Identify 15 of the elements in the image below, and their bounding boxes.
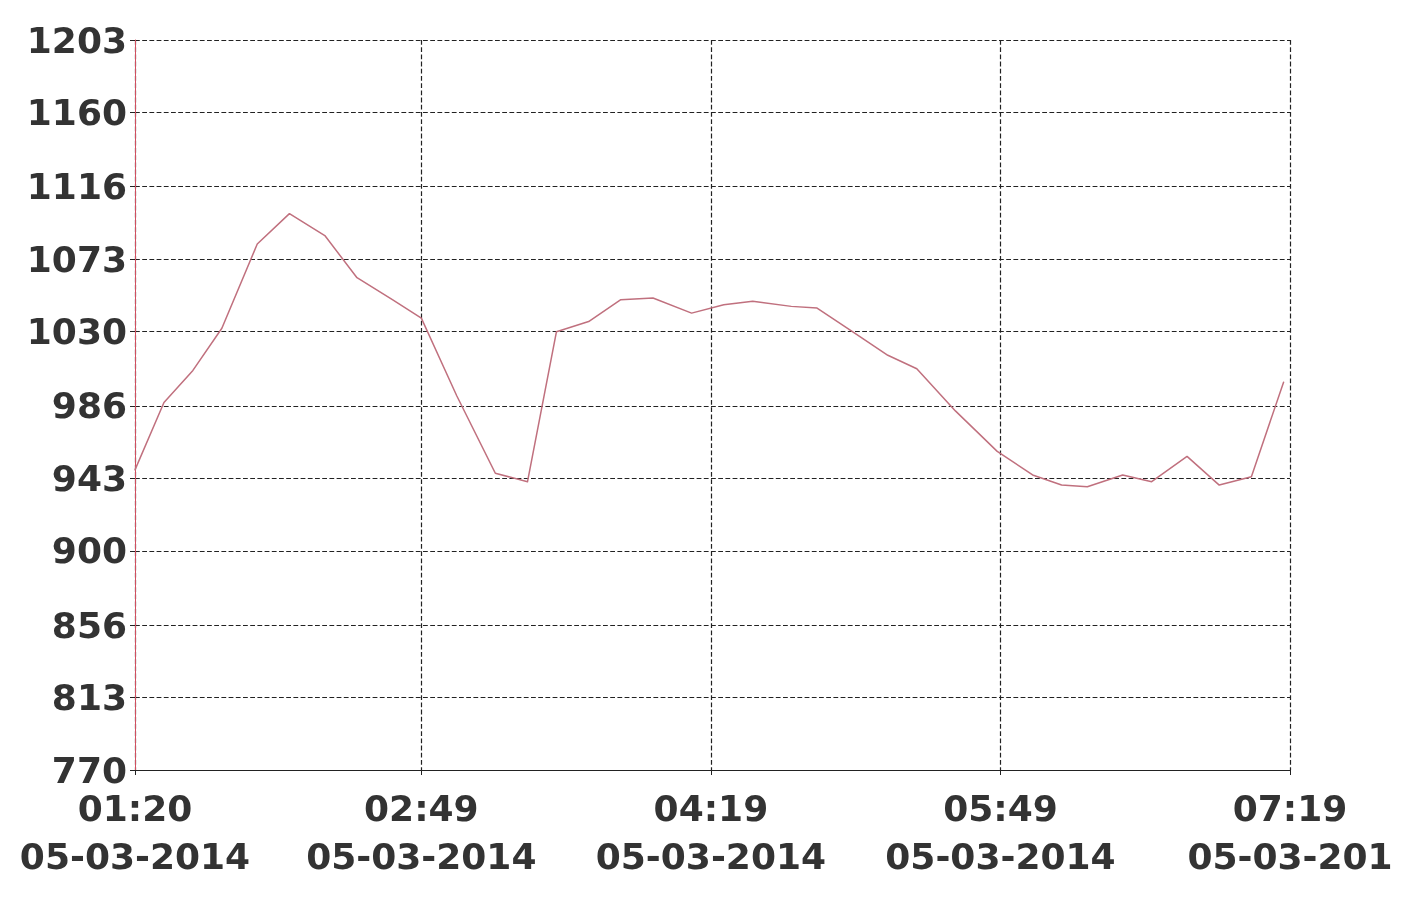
y-tick-label: 1030	[26, 311, 127, 353]
y-tick-label: 900	[51, 530, 127, 572]
y-tick-label: 1160	[26, 91, 127, 133]
y-tick-label: 943	[51, 457, 127, 499]
y-tick-label: 1116	[26, 166, 127, 208]
x-tick-label: 07:19 05-03-201	[1187, 787, 1393, 877]
y-tick-label: 1073	[26, 238, 127, 280]
y-tick-label: 813	[51, 677, 127, 719]
y-tick-label: 986	[51, 385, 127, 427]
x-tick-label: 04:19 05-03-2014	[595, 787, 827, 877]
line-series	[134, 212, 1285, 488]
y-tick-label: 1203	[26, 19, 127, 61]
x-tick-label: 02:49 05-03-2014	[306, 787, 537, 877]
y-tick-label: 856	[51, 604, 127, 646]
x-tick-label: 05:49 05-03-2014	[885, 787, 1116, 877]
